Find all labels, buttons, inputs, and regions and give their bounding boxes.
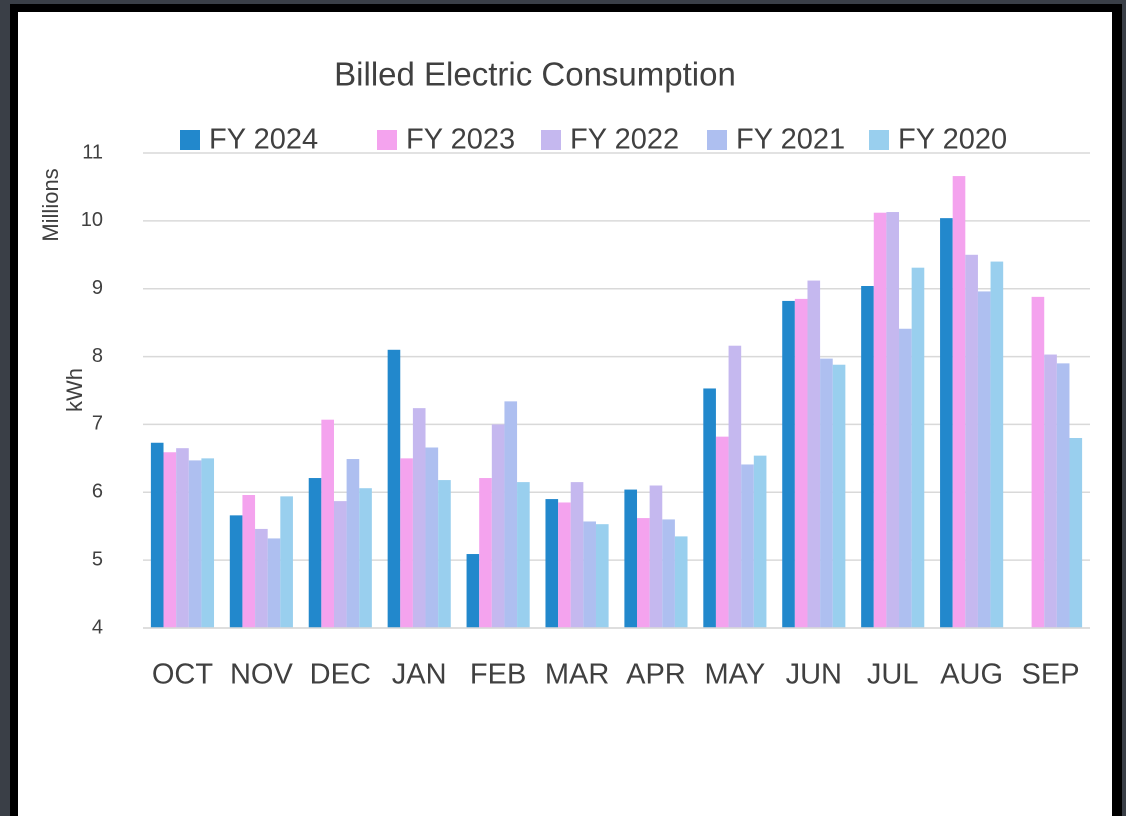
bar (953, 176, 966, 628)
bar (242, 495, 255, 628)
x-tick-label: MAY (705, 659, 766, 691)
bar (400, 458, 413, 628)
bar (703, 388, 716, 628)
bar (624, 490, 637, 628)
x-tick-label: FEB (470, 659, 526, 691)
bar (413, 408, 426, 628)
bar (596, 524, 609, 628)
x-tick-label: JUL (867, 659, 919, 691)
y-tick-label: 9 (92, 277, 103, 299)
bar (571, 482, 584, 628)
bar (438, 480, 451, 628)
x-tick-label: MAR (545, 659, 609, 691)
bar (545, 499, 558, 628)
page: Billed Electric Consumption Millions kWh… (0, 0, 1126, 816)
bar (978, 291, 991, 628)
y-tick-label: 5 (92, 548, 103, 570)
y-tick-label: 7 (92, 413, 103, 435)
bar (1069, 438, 1082, 628)
bar (716, 437, 729, 628)
bar (1032, 297, 1045, 628)
bar (741, 464, 754, 628)
bar (479, 478, 492, 628)
bar (833, 365, 846, 628)
legend-swatch (377, 130, 397, 150)
bar (991, 262, 1004, 628)
bar (912, 268, 925, 628)
legend-swatch (707, 130, 727, 150)
bar (359, 488, 372, 628)
y-tick-label: 4 (92, 616, 103, 638)
y-tick-label: 8 (92, 345, 103, 367)
bar (492, 424, 505, 628)
bar (729, 346, 742, 628)
bar (164, 452, 177, 628)
bar (874, 213, 887, 628)
bar (255, 529, 268, 628)
bar (151, 443, 164, 628)
bar (347, 459, 360, 628)
bar (230, 515, 243, 628)
x-tick-label: JUN (786, 659, 842, 691)
y-unit-label: Millions (38, 168, 63, 241)
y-axis-label: kWh (62, 368, 87, 412)
bar (782, 301, 795, 628)
bar (807, 281, 820, 628)
y-tick-label: 10 (81, 209, 103, 231)
x-tick-label: AUG (940, 659, 1003, 691)
bar (268, 538, 281, 628)
bar (1044, 355, 1057, 628)
legend-swatch (869, 130, 889, 150)
legend-label: FY 2024 (209, 124, 318, 156)
bar (940, 218, 953, 628)
bar (321, 420, 334, 628)
bar (650, 486, 663, 629)
chart: Billed Electric Consumption Millions kWh… (0, 0, 1126, 816)
bar (176, 448, 189, 628)
x-tick-label: NOV (230, 659, 294, 691)
legend-label: FY 2020 (898, 124, 1007, 156)
bar (558, 502, 571, 628)
bar (675, 536, 688, 628)
legend-label: FY 2021 (736, 124, 845, 156)
bar (517, 482, 530, 628)
y-tick-label: 6 (92, 481, 103, 503)
x-tick-label: OCT (152, 659, 214, 691)
x-tick-label: SEP (1022, 659, 1080, 691)
bar (189, 460, 202, 628)
bar (467, 554, 480, 628)
bar (795, 299, 808, 628)
bar (820, 359, 833, 628)
chart-title: Billed Electric Consumption (334, 56, 736, 93)
y-tick-label: 11 (82, 141, 103, 163)
x-tick-label: DEC (310, 659, 371, 691)
bar (662, 519, 675, 628)
legend-label: FY 2022 (570, 124, 679, 156)
bar (334, 501, 347, 628)
x-tick-label: JAN (392, 659, 447, 691)
x-tick-label: APR (626, 659, 686, 691)
legend-swatch (180, 130, 200, 150)
bar (1057, 363, 1070, 628)
bar (504, 401, 517, 628)
legend-swatch (541, 130, 561, 150)
bar (309, 478, 322, 628)
bar (899, 329, 912, 628)
bar (426, 448, 439, 629)
bar (886, 212, 899, 628)
legend-label: FY 2023 (406, 124, 515, 156)
bar (583, 521, 596, 628)
bar (861, 286, 874, 628)
bar (754, 456, 767, 628)
bar (637, 518, 650, 628)
bar (201, 458, 214, 628)
bar (965, 255, 978, 628)
bar (280, 496, 293, 628)
bar (388, 350, 401, 628)
